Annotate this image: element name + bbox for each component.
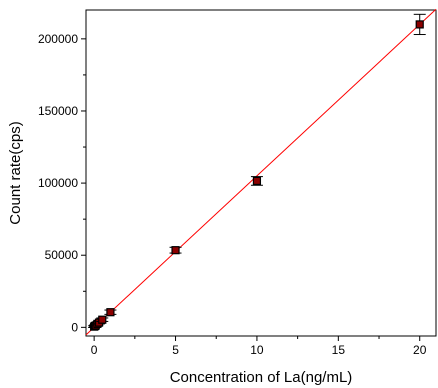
y-tick-label: 50000: [45, 248, 79, 262]
x-tick-label: 20: [413, 343, 427, 357]
y-axis-title: Count rate(cps): [7, 121, 24, 224]
y-tick-label: 100000: [38, 176, 78, 190]
data-point: [106, 308, 115, 317]
x-tick-label: 0: [91, 343, 98, 357]
fit-line: [85, 8, 437, 336]
x-axis: 0 5 10 15 20: [91, 336, 427, 357]
x-tick-label: 15: [332, 343, 346, 357]
plot-frame: [85, 9, 437, 337]
data-points: [88, 13, 426, 331]
y-tick-label: 150000: [38, 104, 78, 118]
data-point: [98, 315, 107, 324]
x-tick-label: 10: [250, 343, 264, 357]
fit-line-group: [85, 8, 437, 336]
y-tick-label: 0: [71, 320, 78, 334]
x-tick-label: 5: [172, 343, 179, 357]
data-point: [252, 176, 262, 186]
y-tick-label: 200000: [38, 32, 78, 46]
data-point: [415, 20, 424, 29]
x-axis-title: Concentration of La(ng/mL): [170, 369, 353, 386]
y-axis: 0 50000 100000 150000 200000: [38, 32, 86, 334]
data-point: [171, 246, 180, 255]
